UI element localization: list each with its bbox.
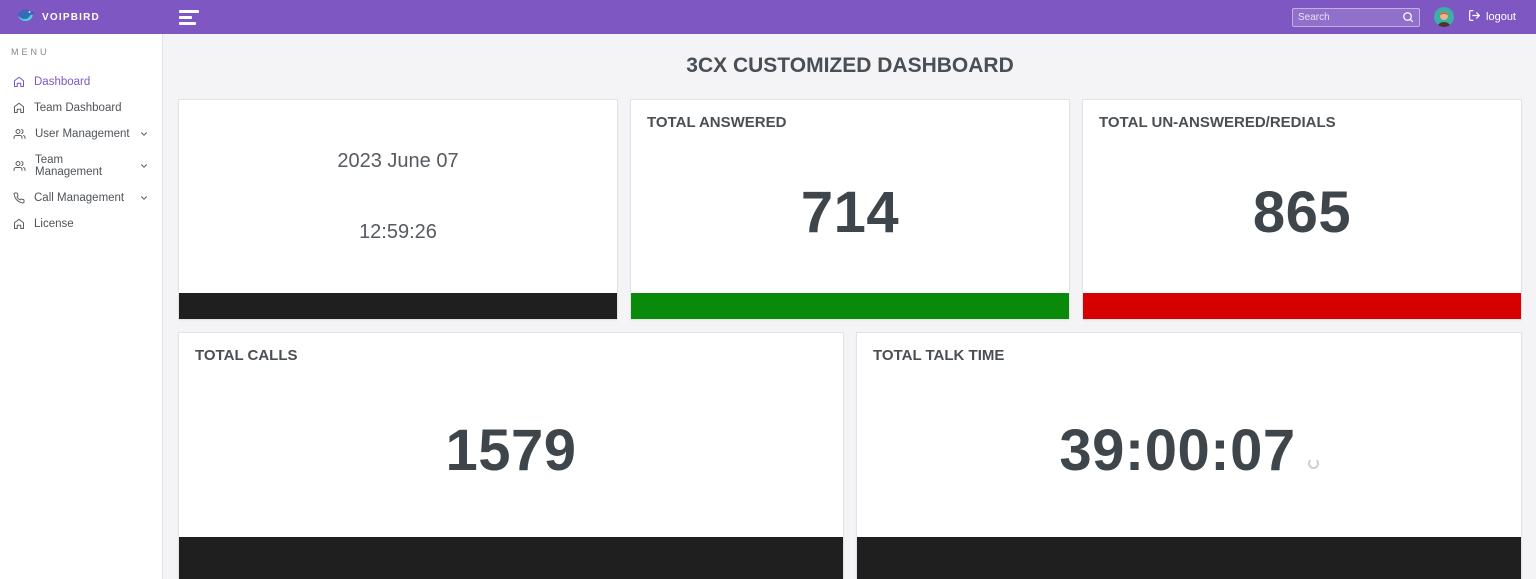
sidebar-item-dashboard[interactable]: Dashboard xyxy=(0,69,162,95)
topbar-right: logout xyxy=(1292,7,1536,27)
total-talk-time-value: 39:00:07 xyxy=(1059,418,1296,483)
menu-toggle-icon[interactable] xyxy=(179,9,199,25)
sidebar-item-label: User Management xyxy=(35,128,130,140)
time-text: 12:59:26 xyxy=(359,220,437,243)
sidebar-item-label: Team Management xyxy=(35,154,103,178)
total-unanswered-value: 865 xyxy=(1252,179,1352,245)
total-calls-value: 1579 xyxy=(445,418,577,483)
card-accent-bar xyxy=(631,293,1069,319)
card-datetime: 2023 June 07 12:59:26 xyxy=(178,99,618,320)
main-content: 3CX CUSTOMIZED DASHBOARD 2023 June 07 12… xyxy=(164,34,1536,579)
sidebar-item-team-management[interactable]: Team Management xyxy=(0,147,162,185)
card-title: TOTAL ANSWERED xyxy=(647,114,787,131)
logout-label: logout xyxy=(1486,11,1516,23)
chevron-down-icon[interactable] xyxy=(139,161,149,171)
search-icon[interactable] xyxy=(1402,11,1414,23)
sidebar-item-team-dashboard[interactable]: Team Dashboard xyxy=(0,95,162,121)
sidebar-item-label: License xyxy=(34,218,74,230)
sidebar-item-label: Team Dashboard xyxy=(34,102,122,114)
card-total-calls: TOTAL CALLS 1579 xyxy=(178,332,844,579)
logout-button[interactable]: logout xyxy=(1468,9,1516,25)
home-icon xyxy=(13,76,25,88)
search-box xyxy=(1292,7,1421,27)
cards-row-1: 2023 June 07 12:59:26 TOTAL ANSWERED 714… xyxy=(164,99,1536,320)
sidebar-item-label: Call Management xyxy=(34,192,125,204)
card-total-talk-time: TOTAL TALK TIME 39:00:07 xyxy=(856,332,1522,579)
sidebar-item-user-management[interactable]: User Management xyxy=(0,121,162,147)
chevron-down-icon[interactable] xyxy=(139,129,149,139)
total-answered-value: 714 xyxy=(800,179,900,245)
menu-section-label: MENU xyxy=(11,47,50,57)
users-icon xyxy=(13,128,26,140)
brand-name: VOIPBIRD xyxy=(42,11,100,23)
sidebar-item-license[interactable]: License xyxy=(0,211,162,237)
phone-icon xyxy=(13,192,25,204)
loading-spinner-icon xyxy=(1307,458,1319,469)
voipbird-bird-icon xyxy=(16,7,36,28)
sidebar-item-call-management[interactable]: Call Management xyxy=(0,185,162,211)
users-icon xyxy=(13,160,26,172)
card-title: TOTAL UN-ANSWERED/REDIALS xyxy=(1099,114,1336,131)
card-accent-bar xyxy=(179,293,617,319)
card-accent-bar xyxy=(857,537,1521,579)
card-title: TOTAL CALLS xyxy=(195,347,298,364)
page-title: 3CX CUSTOMIZED DASHBOARD xyxy=(686,54,1014,77)
card-total-answered: TOTAL ANSWERED 714 xyxy=(630,99,1070,320)
search-input[interactable] xyxy=(1298,11,1403,23)
logout-icon xyxy=(1468,9,1481,25)
sidebar-item-label: Dashboard xyxy=(34,76,91,88)
card-title: TOTAL TALK TIME xyxy=(873,347,1005,364)
card-accent-bar xyxy=(179,537,843,579)
user-avatar[interactable] xyxy=(1434,7,1455,27)
home-icon xyxy=(13,218,25,230)
topbar: VOIPBIRD xyxy=(0,0,1536,34)
chevron-down-icon[interactable] xyxy=(139,193,149,203)
date-text: 2023 June 07 xyxy=(337,149,459,172)
sidebar: MENU Dashboard Team Dashboard User Manag… xyxy=(0,34,163,579)
home-icon xyxy=(13,102,25,114)
card-accent-bar xyxy=(1083,293,1521,319)
cards-row-2: TOTAL CALLS 1579 TOTAL TALK TIME 39:00:0… xyxy=(164,332,1536,579)
card-total-unanswered: TOTAL UN-ANSWERED/REDIALS 865 xyxy=(1082,99,1522,320)
brand-logo[interactable]: VOIPBIRD xyxy=(0,7,163,28)
